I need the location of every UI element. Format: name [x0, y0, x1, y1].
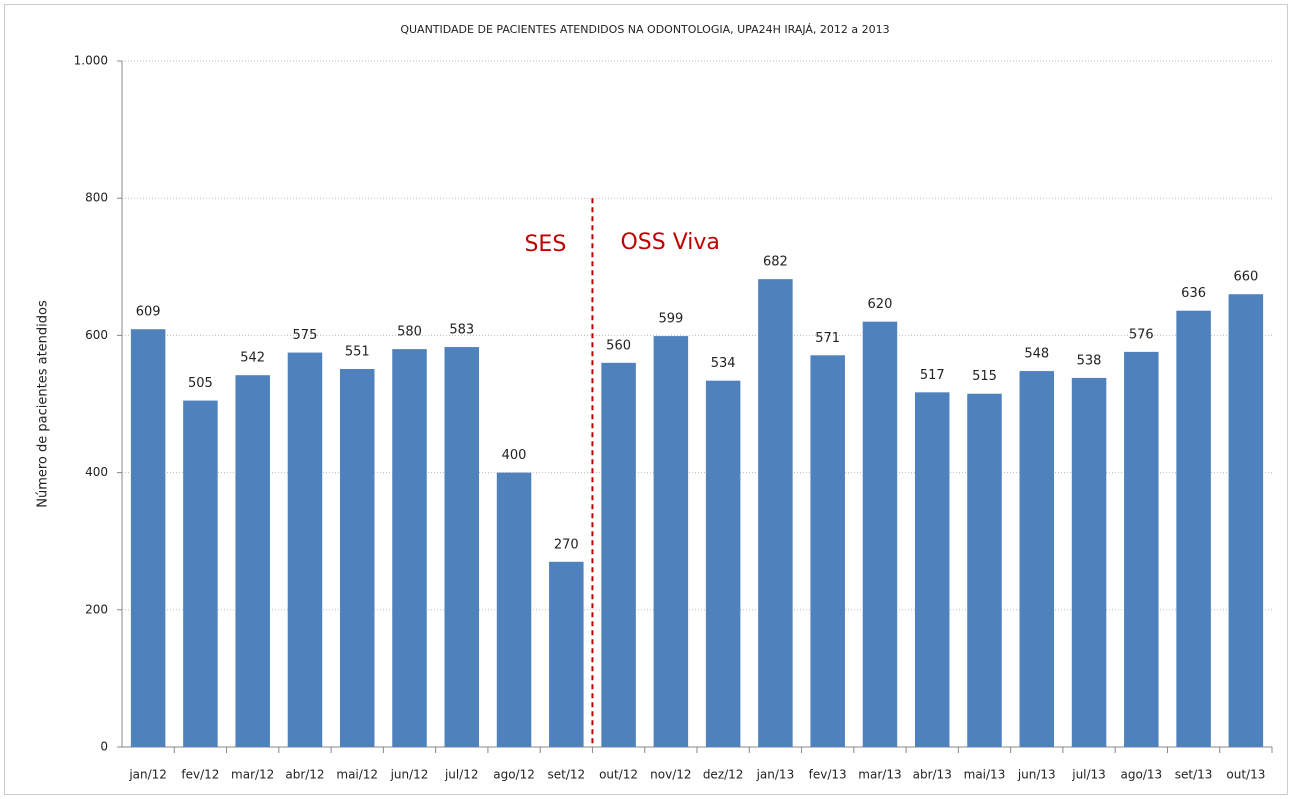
bar	[1176, 310, 1211, 747]
bar	[1019, 371, 1055, 747]
bar	[549, 561, 584, 747]
bar	[862, 321, 898, 747]
x-tick-label: ago/13	[1121, 768, 1163, 782]
x-tick-label: jul/13	[1071, 768, 1106, 782]
x-tick-label: mar/13	[858, 768, 901, 782]
data-label: 515	[972, 369, 997, 384]
x-tick-label: set/12	[547, 768, 585, 782]
data-label: 576	[1129, 327, 1154, 342]
chart-title: QUANTIDADE DE PACIENTES ATENDIDOS NA ODO…	[400, 23, 889, 36]
data-label: 583	[449, 323, 474, 338]
x-tick-label: fev/12	[181, 768, 219, 782]
data-label: 660	[1233, 270, 1258, 285]
bar	[653, 336, 689, 747]
data-label: 682	[763, 255, 788, 270]
data-label: 542	[240, 351, 265, 366]
data-label: 599	[658, 312, 683, 327]
data-label: 517	[920, 368, 945, 383]
data-label: 400	[502, 448, 527, 463]
data-label: 505	[188, 376, 213, 391]
bar	[1228, 294, 1264, 747]
data-label: 609	[136, 305, 161, 320]
x-tick-label: mai/13	[964, 768, 1006, 782]
bar	[601, 362, 636, 747]
y-tick-label: 200	[85, 602, 108, 616]
bar	[705, 380, 741, 747]
y-axis-label: Número de pacientes atendidos	[36, 300, 51, 508]
data-label: 575	[293, 328, 318, 343]
x-tick-label: jul/12	[444, 768, 479, 782]
annotation: OSS Viva	[620, 230, 719, 255]
x-tick-label: out/13	[1226, 768, 1265, 782]
bar	[496, 472, 532, 747]
annotation: SES	[524, 232, 566, 257]
x-tick-label: jun/13	[1017, 768, 1056, 782]
x-tick-label: set/13	[1175, 768, 1213, 782]
x-tick-label: nov/12	[650, 768, 691, 782]
bar	[339, 369, 375, 747]
bar	[1071, 377, 1107, 747]
x-tick-label: fev/13	[809, 768, 847, 782]
y-tick-label: 600	[85, 328, 108, 342]
x-tick-label: out/12	[599, 768, 638, 782]
bar	[392, 349, 427, 747]
data-label: 548	[1024, 347, 1049, 362]
data-label: 636	[1181, 286, 1206, 301]
bar	[183, 400, 218, 747]
bar	[758, 279, 793, 747]
data-label: 580	[397, 325, 422, 340]
x-tick-label: jun/12	[390, 768, 429, 782]
x-tick-label: abr/13	[913, 768, 952, 782]
x-tick-label: mai/12	[336, 768, 378, 782]
x-tick-label: jan/12	[128, 768, 167, 782]
data-label: 534	[711, 356, 736, 371]
y-tick-label: 800	[85, 191, 108, 205]
data-label: 560	[606, 338, 631, 353]
bar	[810, 355, 845, 747]
bar	[235, 375, 270, 747]
bar	[967, 393, 1002, 747]
data-label: 571	[815, 331, 840, 346]
bar	[287, 352, 323, 747]
bar	[444, 347, 480, 747]
bar	[1124, 351, 1159, 747]
data-label: 270	[554, 537, 579, 552]
y-tick-label: 1.000	[74, 54, 108, 68]
x-tick-label: abr/12	[285, 768, 324, 782]
data-label: 620	[868, 297, 893, 312]
data-label: 538	[1077, 353, 1102, 368]
x-tick-label: jan/13	[756, 768, 795, 782]
y-tick-label: 400	[85, 465, 108, 479]
x-tick-label: dez/12	[703, 768, 744, 782]
data-label: 551	[345, 345, 370, 360]
y-tick-label: 0	[100, 740, 108, 754]
x-tick-label: ago/12	[493, 768, 535, 782]
bar	[914, 392, 950, 747]
x-tick-label: mar/12	[231, 768, 274, 782]
bar	[130, 329, 166, 747]
